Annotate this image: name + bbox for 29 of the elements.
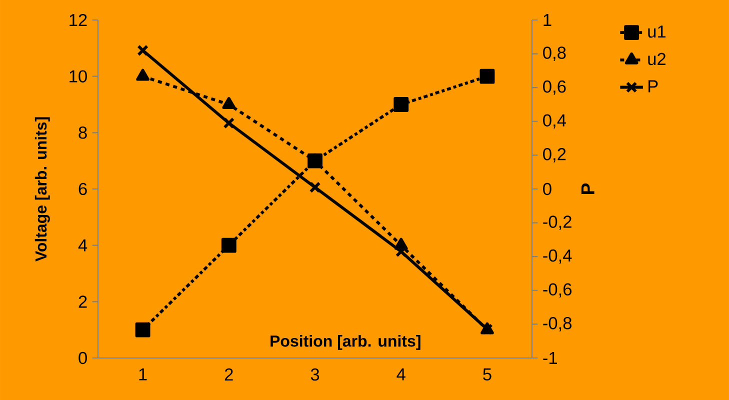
y-tick-label: 4 xyxy=(78,239,88,252)
y2-tick-label: -0,8 xyxy=(543,317,572,332)
y-tick-label: 10 xyxy=(70,70,87,82)
y2-tick-label: 1 xyxy=(544,14,552,26)
y2-tick-label: 0,2 xyxy=(543,148,566,162)
y-tick-label: 12 xyxy=(70,14,87,26)
y2-tick-label: -0,2 xyxy=(543,216,572,230)
x-tick-label: 4 xyxy=(396,368,406,380)
x-tick-label: 1 xyxy=(139,368,147,380)
y-tick-label: 6 xyxy=(78,182,87,196)
y2-tick-label: 0,8 xyxy=(543,46,566,61)
legend-label: P xyxy=(648,80,658,92)
legend-label: u2 xyxy=(648,52,666,66)
y-tick-label: 8 xyxy=(78,126,87,139)
y2-tick-label: -0,6 xyxy=(543,283,572,298)
x-axis-title: Position [arb. units] xyxy=(270,334,420,350)
x-tick-label: 3 xyxy=(310,368,320,381)
y2-tick-label: 0 xyxy=(543,182,552,196)
x-tick-label: 2 xyxy=(224,368,233,380)
y2-tick-label: 0,6 xyxy=(543,80,566,95)
legend-label: u1 xyxy=(648,26,666,38)
x-tick-label: 5 xyxy=(483,368,492,380)
y2-tick-label: 0,4 xyxy=(543,114,566,129)
y-tick-label: 0 xyxy=(78,352,87,364)
y-tick-label: 2 xyxy=(78,296,87,308)
y2-tick-label: -1 xyxy=(543,352,557,364)
y2-axis-title: P xyxy=(581,183,594,194)
y2-tick-label: -0,4 xyxy=(543,249,572,264)
y-axis-title: Voltage [arb. units] xyxy=(34,117,50,262)
